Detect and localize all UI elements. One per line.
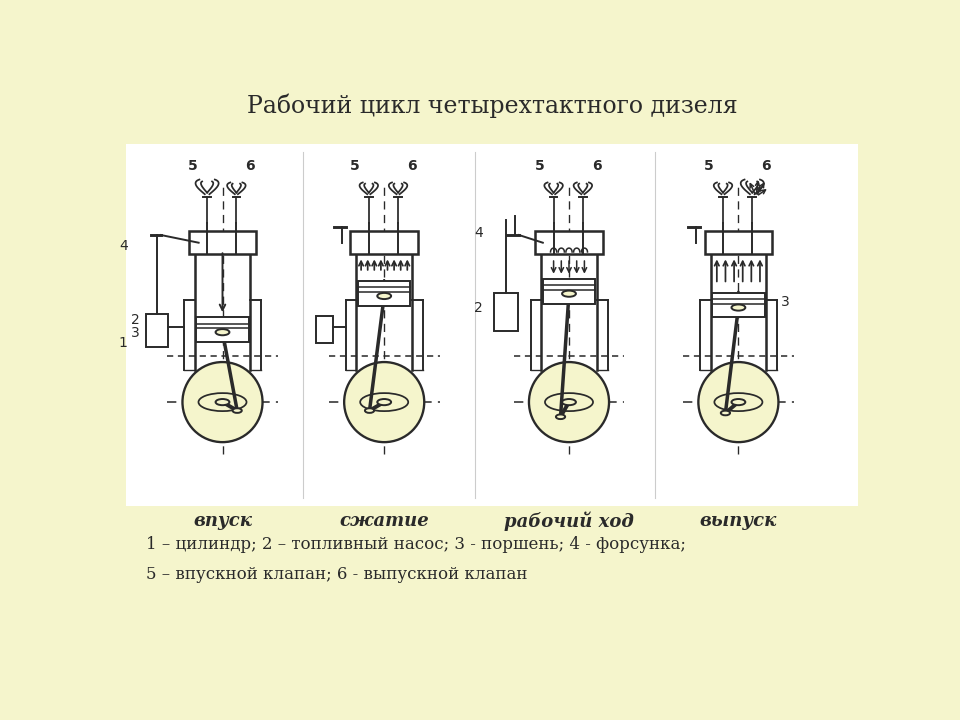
Ellipse shape	[365, 408, 374, 413]
Bar	[493, 293, 518, 331]
Text: 5: 5	[350, 158, 360, 173]
Bar	[127, 144, 857, 506]
Text: 4: 4	[119, 240, 128, 253]
Text: 6: 6	[592, 158, 602, 173]
Bar	[705, 231, 772, 254]
Ellipse shape	[232, 408, 242, 413]
Ellipse shape	[562, 399, 576, 405]
Bar	[146, 315, 168, 346]
Text: 5: 5	[705, 158, 714, 173]
Bar	[542, 279, 595, 304]
Ellipse shape	[732, 399, 745, 405]
Circle shape	[698, 362, 779, 442]
Bar	[350, 231, 418, 254]
Text: 6: 6	[246, 158, 255, 173]
Ellipse shape	[377, 293, 391, 299]
Text: 3: 3	[132, 326, 140, 340]
Ellipse shape	[732, 305, 745, 310]
Ellipse shape	[216, 329, 229, 336]
Text: 6: 6	[407, 158, 417, 173]
Text: 6: 6	[761, 158, 771, 173]
Text: выпуск: выпуск	[700, 513, 777, 531]
Circle shape	[344, 362, 424, 442]
Text: 2: 2	[132, 313, 140, 327]
Bar	[535, 231, 603, 254]
Text: 1: 1	[119, 336, 128, 350]
Ellipse shape	[714, 393, 762, 411]
Bar	[188, 231, 256, 254]
Text: 5: 5	[535, 158, 544, 173]
Text: 1 – цилиндр; 2 – топливный насос; 3 - поршень; 4 - форсунка;
5 – впускной клапан: 1 – цилиндр; 2 – топливный насос; 3 - по…	[146, 536, 685, 583]
Text: 4: 4	[474, 226, 483, 240]
Bar	[712, 293, 764, 318]
Text: 3: 3	[780, 295, 789, 309]
Bar	[196, 318, 249, 342]
Circle shape	[529, 362, 609, 442]
Ellipse shape	[199, 393, 247, 411]
Bar	[358, 282, 410, 306]
Text: 5: 5	[188, 158, 198, 173]
Text: сжатие: сжатие	[339, 513, 429, 531]
Bar	[316, 316, 332, 343]
Text: 2: 2	[474, 301, 483, 315]
Text: рабочий ход: рабочий ход	[504, 512, 634, 531]
Ellipse shape	[216, 399, 229, 405]
Text: впуск: впуск	[193, 513, 252, 531]
Ellipse shape	[721, 410, 730, 415]
Ellipse shape	[377, 399, 391, 405]
Ellipse shape	[360, 393, 408, 411]
Text: Рабочий цикл четырехтактного дизеля: Рабочий цикл четырехтактного дизеля	[247, 94, 737, 118]
Ellipse shape	[545, 393, 593, 411]
Circle shape	[182, 362, 262, 442]
Ellipse shape	[562, 291, 576, 297]
Ellipse shape	[556, 415, 565, 419]
